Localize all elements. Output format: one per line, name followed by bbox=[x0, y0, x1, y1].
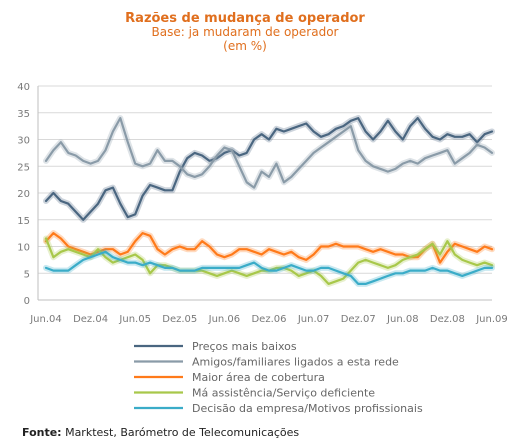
chart-title: Razões de mudança de operador bbox=[125, 11, 365, 26]
y-tick-label: 35 bbox=[17, 109, 30, 120]
y-tick-label: 15 bbox=[17, 216, 30, 227]
series-line bbox=[44, 117, 494, 221]
series-line bbox=[44, 232, 494, 264]
y-tick-label: 10 bbox=[17, 243, 30, 254]
y-tick-label: 30 bbox=[17, 136, 30, 147]
legend-label: Amigos/familiares ligados a esta rede bbox=[192, 356, 399, 369]
x-axis-ticks: Jun.04 Dez.04 Jun.05 Dez.05 Jun.06 Dez.06 Jun.… bbox=[29, 314, 507, 325]
series-line-glow bbox=[43, 235, 495, 287]
y-tick-label: 25 bbox=[17, 162, 30, 173]
y-tick-label: 5 bbox=[24, 269, 30, 280]
legend-label: Decisão da empresa/Motivos profissionais bbox=[192, 402, 423, 415]
chart-subtitle: Base: ja mudaram de operador bbox=[152, 25, 339, 39]
legend-label: Maior área de cobertura bbox=[192, 371, 325, 384]
y-tick-label: 20 bbox=[17, 189, 30, 200]
y-tick-label: 40 bbox=[17, 82, 30, 93]
x-tick-label: Dez.06 bbox=[251, 314, 286, 325]
x-tick-label: Dez.07 bbox=[341, 314, 376, 325]
x-tick-label: Dez.04 bbox=[73, 314, 108, 325]
gridlines bbox=[37, 85, 492, 301]
legend-label: Má assistência/Serviço deficiente bbox=[192, 387, 375, 400]
series-lines bbox=[43, 115, 495, 287]
series-line bbox=[44, 117, 494, 189]
x-tick-label: Jun.09 bbox=[475, 314, 507, 325]
legend-label: Preços mais baixos bbox=[192, 340, 297, 353]
source-text: Marktest, Barómetro de Telecomunicações bbox=[62, 426, 300, 439]
x-tick-label: Jun.07 bbox=[297, 314, 330, 325]
y-tick-label: 0 bbox=[24, 296, 30, 307]
source-note: Fonte: Marktest, Barómetro de Telecomuni… bbox=[22, 426, 299, 439]
x-tick-label: Jun.04 bbox=[29, 314, 62, 325]
x-tick-label: Dez.08 bbox=[430, 314, 465, 325]
legend: Preços mais baixos Amigos/familiares liga… bbox=[134, 340, 423, 415]
x-tick-label: Jun.05 bbox=[118, 314, 151, 325]
series-line bbox=[44, 250, 494, 285]
source-label: Fonte: bbox=[22, 426, 62, 439]
chart-unit-note: (em %) bbox=[223, 39, 267, 53]
x-tick-label: Jun.08 bbox=[386, 314, 419, 325]
x-tick-label: Jun.06 bbox=[208, 314, 241, 325]
x-tick-label: Dez.05 bbox=[162, 314, 197, 325]
y-axis-ticks: 0 5 10 15 20 25 30 35 40 bbox=[17, 82, 30, 307]
